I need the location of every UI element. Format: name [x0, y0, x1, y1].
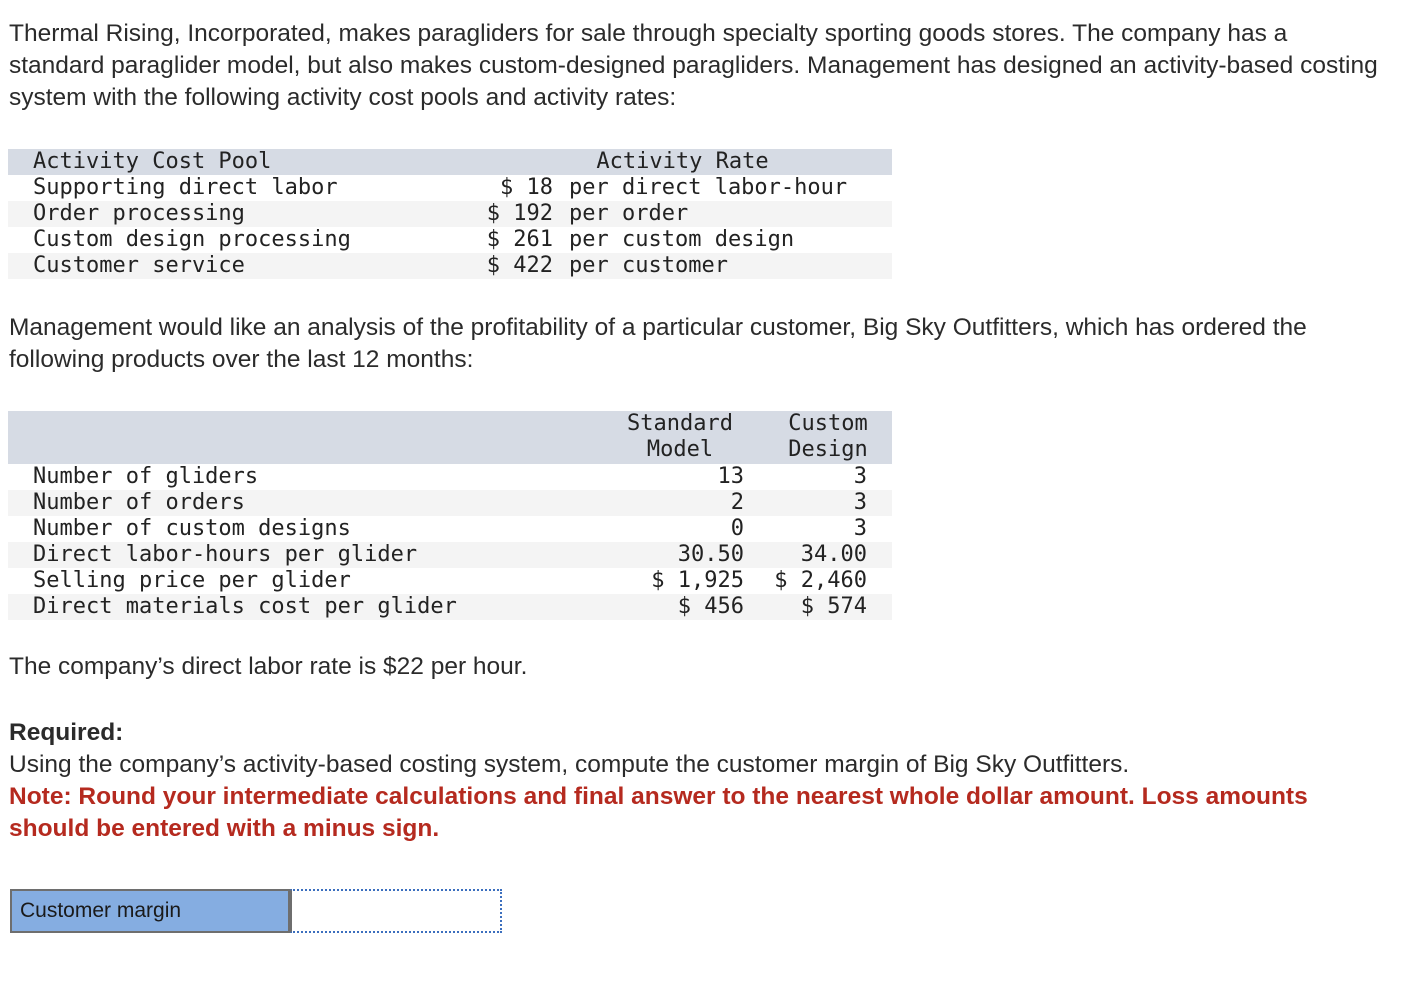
activity-rate-table: Activity Cost Pool Activity Rate Support… [8, 149, 892, 279]
analysis-paragraph: Management would like an analysis of the… [9, 314, 1307, 373]
header-activity-cost-pool: Activity Cost Pool [8, 149, 473, 175]
activity-pool-name: Customer service [8, 253, 473, 279]
intro-paragraph: Thermal Rising, Incorporated, makes para… [9, 20, 1378, 111]
table-row: Supporting direct labor $ 18 per direct … [8, 175, 892, 201]
customer-margin-label: Customer margin [10, 889, 290, 933]
header-blank [8, 411, 598, 464]
table-row: Number of orders 2 3 [8, 490, 892, 516]
product-row-label: Direct materials cost per glider [8, 594, 598, 620]
activity-rate-amount: $ 18 [500, 175, 553, 200]
table-row: Number of custom designs 0 3 [8, 516, 892, 542]
activity-rate-unit: per customer [557, 253, 892, 279]
standard-value: 13 [717, 464, 745, 489]
table-row: Direct materials cost per glider $ 456 $… [8, 594, 892, 620]
custom-value: 3 [744, 490, 892, 516]
product-row-label: Number of gliders [33, 464, 259, 489]
answer-row: Customer margin [10, 889, 502, 933]
required-heading: Required: [9, 719, 124, 746]
standard-value: $ 1,925 [651, 568, 744, 593]
standard-value: 2 [598, 490, 744, 516]
custom-value: 34.00 [744, 542, 892, 568]
required-instruction: Using the company’s activity-based costi… [9, 751, 1130, 778]
custom-value: 3 [853, 464, 867, 489]
labor-rate-statement: The company’s direct labor rate is $22 p… [9, 653, 528, 680]
activity-pool-name: Order processing [8, 201, 473, 227]
standard-value: 0 [730, 516, 744, 541]
custom-value: 3 [853, 516, 867, 541]
custom-value: $ 574 [744, 594, 892, 620]
table-row: Custom design processing $ 261 per custo… [8, 227, 892, 253]
activity-rate-amount: $ 261 [486, 227, 553, 252]
header-standard-model: Standard Model [598, 411, 744, 464]
table-row: Customer service $ 422 per customer [8, 253, 892, 279]
customer-margin-input[interactable] [290, 889, 502, 933]
activity-pool-name: Supporting direct labor [33, 175, 338, 200]
activity-table-header: Activity Cost Pool Activity Rate [8, 149, 892, 175]
required-section: Required: Using the company’s activity-b… [9, 717, 1389, 845]
header-activity-rate: Activity Rate [473, 149, 892, 175]
rounding-note: Note: Round your intermediate calculatio… [9, 783, 1308, 842]
header-custom-design: Custom Design [744, 411, 892, 464]
product-row-label: Selling price per glider [33, 568, 351, 593]
table-row: Direct labor-hours per glider 30.50 34.0… [8, 542, 892, 568]
standard-value: $ 456 [598, 594, 744, 620]
activity-rate-unit: per order [557, 201, 892, 227]
table-row: Selling price per glider $ 1,925 $ 2,460 [8, 568, 892, 594]
activity-rate-unit: per custom design [569, 227, 795, 252]
product-row-label: Direct labor-hours per glider [8, 542, 598, 568]
standard-value: 30.50 [598, 542, 744, 568]
activity-pool-name: Custom design processing [33, 227, 351, 252]
product-row-label: Number of custom designs [33, 516, 351, 541]
activity-rate-amount: $ 422 [473, 253, 557, 279]
product-table-header: Standard Model Custom Design [8, 411, 892, 464]
table-row: Number of gliders 13 3 [8, 464, 892, 490]
activity-rate-unit: per direct labor-hour [569, 175, 848, 200]
custom-value: $ 2,460 [774, 568, 867, 593]
table-row: Order processing $ 192 per order [8, 201, 892, 227]
product-data-table: Standard Model Custom Design Number of g… [8, 411, 892, 620]
product-row-label: Number of orders [8, 490, 598, 516]
activity-rate-amount: $ 192 [473, 201, 557, 227]
